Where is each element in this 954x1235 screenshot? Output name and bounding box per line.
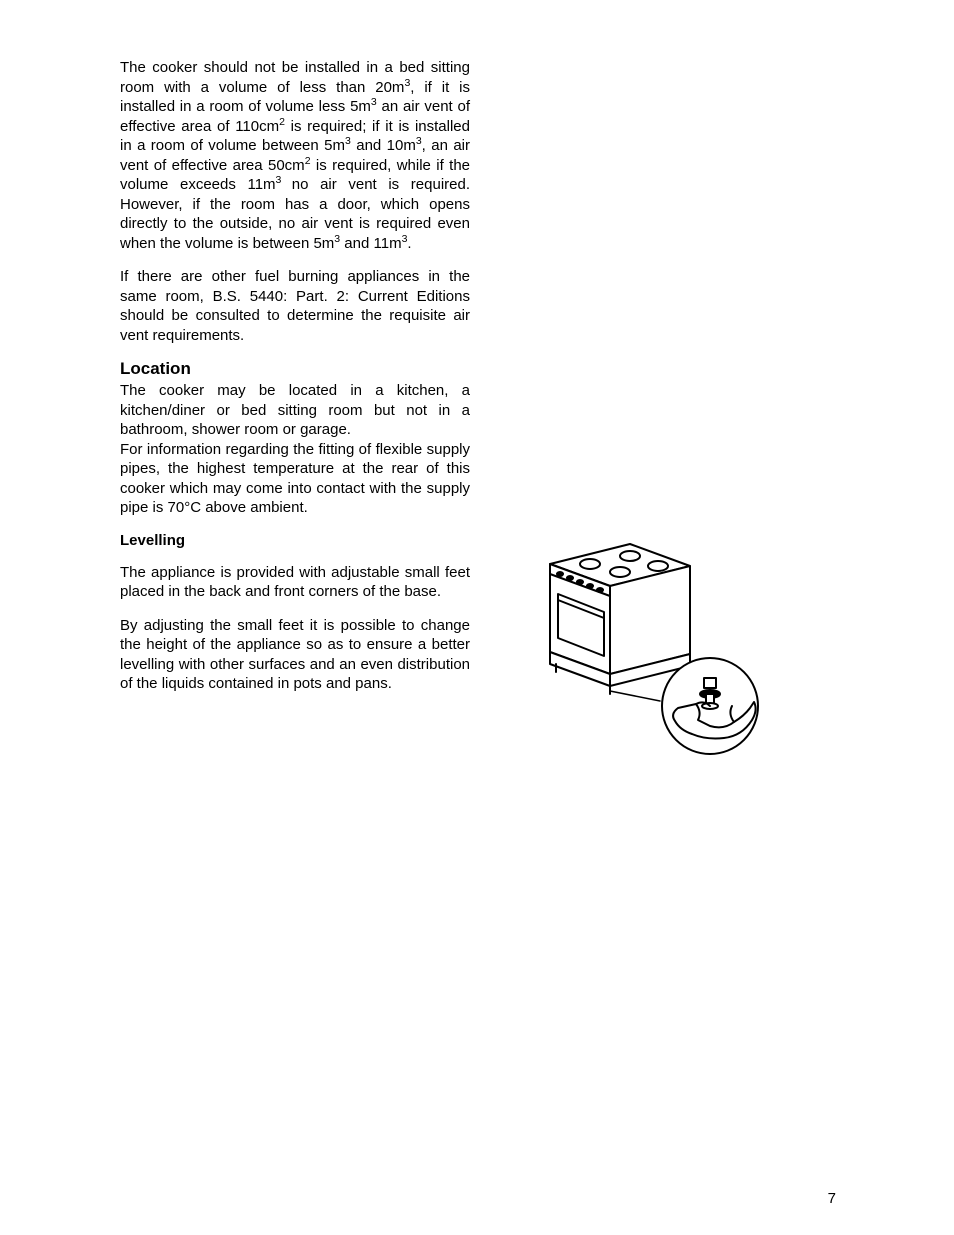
paragraph-levelling-1: The appliance is provided with adjustabl… xyxy=(120,563,470,602)
heading-location: Location xyxy=(120,359,470,379)
paragraph-location: The cooker may be located in a kitchen, … xyxy=(120,381,470,440)
left-column: The cooker should not be installed in a … xyxy=(120,58,470,708)
paragraph-ventilation: The cooker should not be installed in a … xyxy=(120,58,470,253)
paragraph-levelling-2: By adjusting the small feet it is possib… xyxy=(120,616,470,694)
cooker-levelling-diagram xyxy=(510,526,790,761)
paragraph-other-appliances: If there are other fuel burning applianc… xyxy=(120,267,470,345)
paragraph-supply-pipes: For information regarding the fitting of… xyxy=(120,440,470,518)
right-column xyxy=(510,58,810,708)
heading-levelling: Levelling xyxy=(120,532,470,549)
page-number: 7 xyxy=(828,1190,836,1207)
